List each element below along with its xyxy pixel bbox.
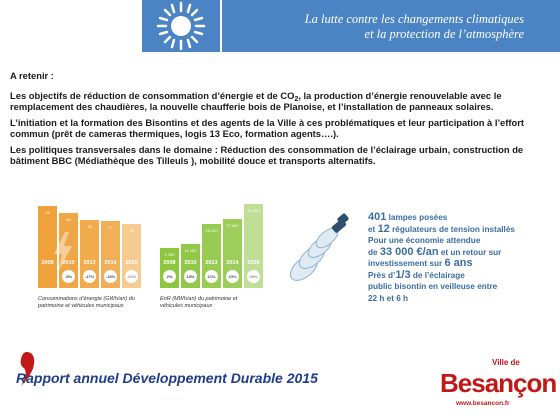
renewable-year-label-2014: 2014 xyxy=(226,260,239,266)
roi-years: 6 ans xyxy=(444,257,473,269)
renewable-caption-line2: véhicules municipaux xyxy=(160,303,213,309)
header-title-line2: et la protection de l’atmosphère xyxy=(364,27,524,41)
lamps-text: lampes posées xyxy=(386,213,448,222)
energy-year-label-2014: 2014 xyxy=(104,260,117,266)
renewable-chart-caption: EnR (MWh/an) du patrimoine et véhicules … xyxy=(160,296,270,310)
energy-year-label-2013: 2013 xyxy=(83,260,96,266)
renewable-caption-line1: EnR (MWh/an) du patrimoine et xyxy=(160,296,238,302)
regulators-count: 12 xyxy=(377,222,390,235)
savings-text: et un retour sur xyxy=(438,247,502,257)
p1-part1: Les objectifs de réduction de consommati… xyxy=(10,90,295,101)
logo-name: Besançon xyxy=(440,368,557,398)
regulators-pre: et xyxy=(368,224,378,234)
energy-bar-2020: 73 2020 -22% xyxy=(122,224,141,288)
savings-pre: de xyxy=(368,247,380,257)
renewable-year-label-2013: 2013 xyxy=(205,260,218,266)
energy-bar-2013: 78 2013 -17% xyxy=(80,219,99,288)
energy-caption-line1: Consommations d’énergie (GWh/an) du xyxy=(38,296,135,302)
info-line1: 401 lampes posées xyxy=(368,211,548,224)
energy-bar-2014: 77 2014 -18% xyxy=(101,220,120,288)
energy-year-label-2010: 2010 xyxy=(62,260,75,266)
info-line3: Pour une économie attendue xyxy=(368,236,481,245)
main-text: A retenir : Les objectifs de réduction d… xyxy=(10,70,550,171)
renewable-year-label-2008: 2008 xyxy=(163,260,176,266)
energy-badge-2010: -9% xyxy=(62,270,75,283)
lamps-count: 401 xyxy=(368,211,387,223)
renewable-bar-2010: 11 100 2010 13% xyxy=(181,244,200,288)
lightning-icon xyxy=(54,232,72,272)
energy-year-label-2020: 2020 xyxy=(125,260,138,266)
renewable-badge-2014: 23% xyxy=(226,270,239,283)
energy-bar-2010: 86 2010 -9% xyxy=(59,212,78,288)
sun-banner xyxy=(142,0,220,52)
sun-icon xyxy=(156,1,206,51)
logo-ville: Ville de xyxy=(492,358,520,367)
info-line7: public bisontin en veilleuse entre xyxy=(368,282,498,291)
lightbulb-icon xyxy=(289,213,349,281)
energy-badge-2013: -17% xyxy=(83,270,96,283)
info-line8: 22 h et 6 h xyxy=(368,293,409,303)
renewable-bar-2020: 21 200 2020 29% xyxy=(244,204,263,288)
energy-badge-2014: -18% xyxy=(104,270,117,283)
title-band: La lutte contre les changements climatiq… xyxy=(222,0,560,52)
comma-logo-icon xyxy=(20,352,35,386)
regulators-text: régulateurs de tension installés xyxy=(389,224,515,234)
paragraph-training: L’initiation et la formation des Bisonti… xyxy=(10,117,525,139)
info-line6: Près d’1/3 de l’éclairage xyxy=(368,268,548,282)
renewable-bar-2013: 16 100 2013 21% xyxy=(202,224,221,288)
renewable-badge-2013: 21% xyxy=(205,270,218,283)
logo-url[interactable]: www.besancon.fr xyxy=(456,400,510,407)
lighting-info: 401 lampes posées et 12 régulateurs de t… xyxy=(368,211,548,304)
renewable-energy-chart: 2 290 2008 2% 11 100 2010 13% 16 100 2013 21% 17 … xyxy=(160,204,264,288)
renewable-badge-2010: 13% xyxy=(184,270,197,283)
energy-value-label-2010: 86 xyxy=(66,216,71,222)
besancon-logo[interactable]: Ville de Besançon www.besancon.fr xyxy=(440,358,557,414)
savings-amount: 33 000 €/an xyxy=(379,245,439,258)
share-text: de l’éclairage xyxy=(410,270,465,280)
energy-consumption-chart: 94 2008 86 2010 -9% 78 2013 -17% 77 2014 -18% 73 202… xyxy=(38,206,142,288)
energy-year-label-2008: 2008 xyxy=(41,260,54,266)
energy-caption-line2: patrimoine et véhicules municipaux xyxy=(38,303,124,309)
renewable-value-label-2010: 11 100 xyxy=(184,248,197,254)
roi-pre: investissement sur xyxy=(368,259,445,268)
info-line5: investissement sur 6 ans xyxy=(368,257,548,270)
energy-value-label-2020: 73 xyxy=(129,228,134,234)
paragraph-policies: Les politiques transversales dans le dom… xyxy=(10,144,524,166)
energy-bar-2008: 94 2008 xyxy=(38,206,57,288)
renewable-value-label-2014: 17 400 xyxy=(226,223,239,229)
renewable-value-label-2020: 21 200 xyxy=(247,208,260,213)
renewable-value-label-2013: 16 100 xyxy=(205,228,218,234)
renewable-value-label-2008: 2 290 xyxy=(164,252,175,257)
energy-value-label-2008: 94 xyxy=(45,210,50,215)
info-line2: et 12 régulateurs de tension installés xyxy=(368,222,548,236)
header-title-line1: La lutte contre les changements climatiq… xyxy=(304,12,524,26)
retenir-label: A retenir : xyxy=(10,70,54,81)
energy-chart-caption: Consommations d’énergie (GWh/an) du patr… xyxy=(38,296,148,310)
report-title: Rapport annuel Développement Durable 201… xyxy=(16,370,318,386)
info-line4: de 33 000 €/an et un retour sur xyxy=(368,245,548,259)
renewable-badge-2020: 29% xyxy=(247,270,260,283)
renewable-year-label-2020: 2020 xyxy=(247,260,260,266)
co2-subscript: 2 xyxy=(294,96,299,103)
renewable-bar-2008: 2 290 2008 2% xyxy=(160,248,179,288)
header: La lutte contre les changements climatiq… xyxy=(0,0,560,52)
renewable-badge-2008: 2% xyxy=(163,270,176,283)
paragraph-objectives: Les objectifs de réduction de consommati… xyxy=(10,90,550,112)
renewable-year-label-2010: 2010 xyxy=(184,260,197,266)
energy-value-label-2013: 78 xyxy=(87,223,92,229)
p1-part2: , la production d’énergie renouvelable a… xyxy=(10,90,502,112)
energy-value-label-2014: 77 xyxy=(108,224,113,230)
share-fraction: 1/3 xyxy=(395,268,411,281)
energy-badge-2020: -22% xyxy=(125,270,138,283)
renewable-bar-2014: 17 400 2014 23% xyxy=(223,219,242,288)
share-pre: Près d’ xyxy=(368,270,396,280)
